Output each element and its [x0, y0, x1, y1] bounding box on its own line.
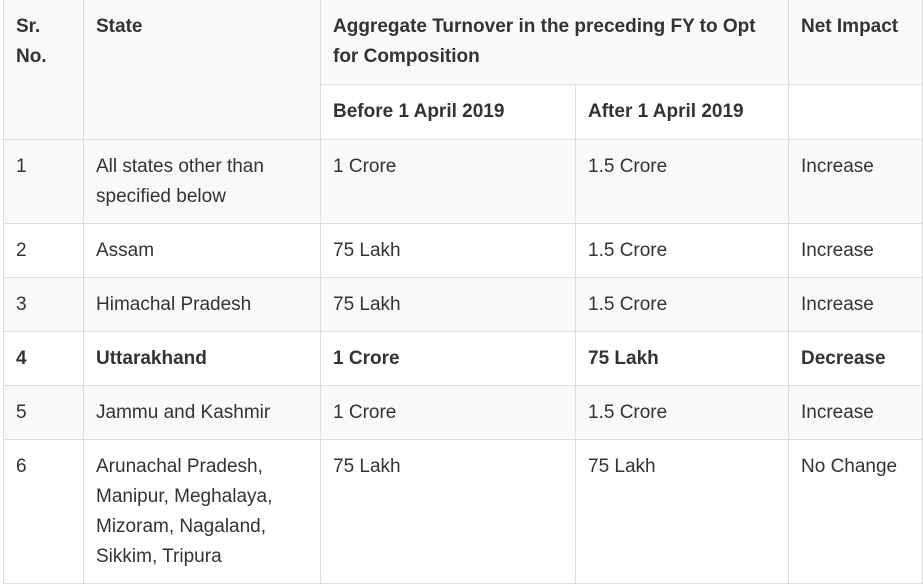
cell-state: Assam [83, 223, 321, 278]
cell-before: 75 Lakh [320, 277, 576, 332]
cell-impact: Increase [788, 277, 923, 332]
header-row-primary: Sr. No. State Aggregate Turnover in the … [3, 0, 923, 140]
cell-state: Arunachal Pradesh, Manipur, Meghalaya, M… [83, 439, 321, 584]
cell-after: 75 Lakh [575, 331, 789, 386]
cell-sr: 4 [3, 331, 84, 386]
table-row: 1 All states other than specified below … [3, 139, 923, 224]
header-row-secondary: Before 1 April 2019 After 1 April 2019 [3, 84, 923, 140]
cell-state: Himachal Pradesh [83, 277, 321, 332]
cell-impact: No Change [788, 439, 923, 584]
table-row: 6 Arunachal Pradesh, Manipur, Meghalaya,… [3, 439, 923, 584]
table-row: 3 Himachal Pradesh 75 Lakh 1.5 Crore Inc… [3, 277, 923, 332]
header-aggregate-turnover: Aggregate Turnover in the preceding FY t… [320, 0, 789, 85]
header-empty [788, 84, 923, 140]
cell-before: 75 Lakh [320, 439, 576, 584]
table-row-highlighted: 4 Uttarakhand 1 Crore 75 Lakh Decrease [3, 331, 923, 386]
cell-after: 1.5 Crore [575, 139, 789, 224]
cell-before: 75 Lakh [320, 223, 576, 278]
cell-impact: Increase [788, 139, 923, 224]
cell-before: 1 Crore [320, 385, 576, 440]
table-row: 5 Jammu and Kashmir 1 Crore 1.5 Crore In… [3, 385, 923, 440]
header-state: State [83, 0, 321, 140]
header-before: Before 1 April 2019 [320, 84, 576, 140]
cell-after: 1.5 Crore [575, 223, 789, 278]
cell-state: Uttarakhand [83, 331, 321, 386]
header-after: After 1 April 2019 [575, 84, 789, 140]
cell-impact: Decrease [788, 331, 923, 386]
cell-state: All states other than specified below [83, 139, 321, 224]
cell-sr: 5 [3, 385, 84, 440]
cell-sr: 6 [3, 439, 84, 584]
cell-before: 1 Crore [320, 331, 576, 386]
header-sr-no: Sr. No. [3, 0, 84, 140]
cell-impact: Increase [788, 223, 923, 278]
cell-sr: 3 [3, 277, 84, 332]
composition-turnover-table: Sr. No. State Aggregate Turnover in the … [3, 0, 923, 584]
table-row: 2 Assam 75 Lakh 1.5 Crore Increase [3, 223, 923, 278]
cell-after: 1.5 Crore [575, 385, 789, 440]
cell-after: 75 Lakh [575, 439, 789, 584]
cell-state: Jammu and Kashmir [83, 385, 321, 440]
cell-sr: 2 [3, 223, 84, 278]
cell-after: 1.5 Crore [575, 277, 789, 332]
cell-impact: Increase [788, 385, 923, 440]
cell-sr: 1 [3, 139, 84, 224]
header-net-impact: Net Impact [788, 0, 923, 85]
cell-before: 1 Crore [320, 139, 576, 224]
